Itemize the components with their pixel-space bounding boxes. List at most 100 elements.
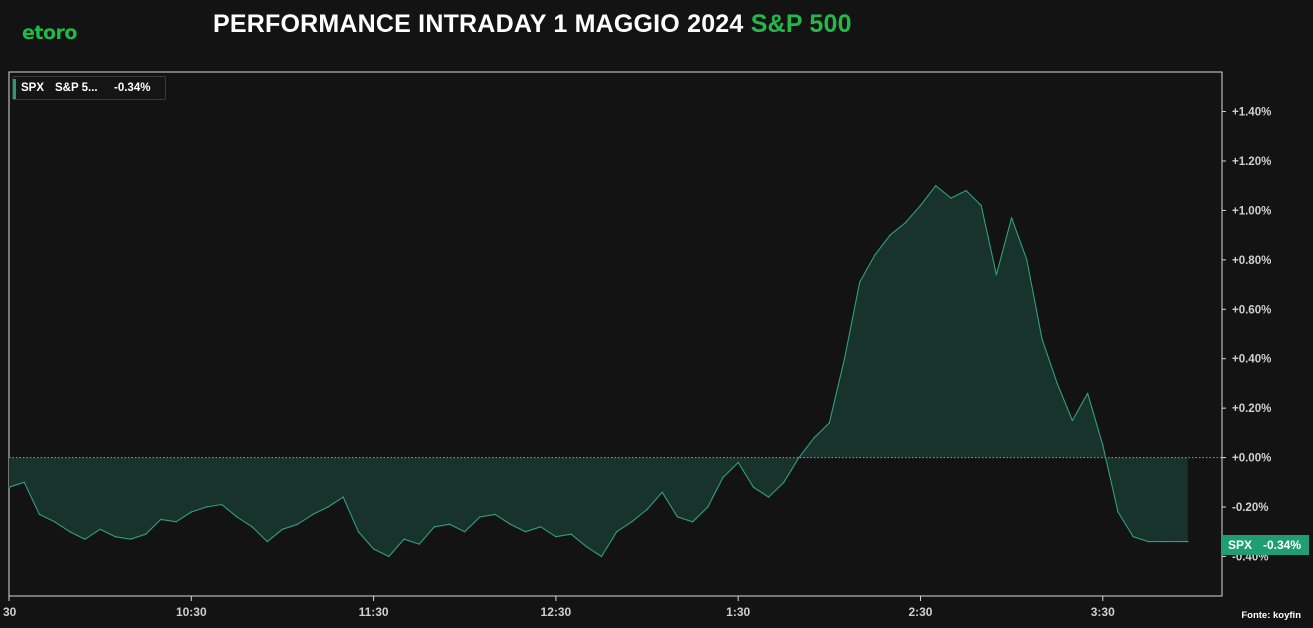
data-point-10:15 (145, 533, 147, 535)
data-point-12:45 (600, 555, 603, 558)
y-tick-label: +1.20% (1232, 156, 1271, 168)
data-point-10:35 (205, 506, 208, 508)
data-point-12:05 (479, 516, 481, 518)
data-point-14:50 (980, 204, 982, 207)
data-point-13:25 (722, 476, 724, 479)
data-point-10:20 (160, 518, 162, 521)
data-point-15:15 (1056, 382, 1058, 385)
title-highlight: S&P 500 (750, 10, 852, 38)
data-point-12:40 (585, 545, 587, 548)
data-point-12:15 (509, 523, 511, 525)
data-point-15:40 (1132, 536, 1134, 538)
data-point-11:15 (327, 506, 329, 508)
data-point-14:35 (935, 185, 937, 187)
data-point-12:55 (631, 521, 633, 523)
data-point-11:10 (312, 513, 314, 516)
data-point-11:50 (433, 526, 436, 528)
etoro-logo: etoro (22, 22, 77, 44)
legend-change: -0.34% (114, 82, 151, 94)
data-point-14:45 (965, 189, 967, 192)
data-point-14:40 (950, 197, 952, 199)
x-tick-label: 3:30 (1091, 605, 1115, 619)
y-tick-label: +1.00% (1232, 205, 1271, 217)
data-point-09:35 (23, 481, 25, 483)
data-point-15:55 (1178, 540, 1180, 543)
data-point-10:05 (114, 536, 117, 538)
data-point-10:55 (266, 540, 268, 543)
data-point-14:15 (874, 254, 876, 256)
data-point-11:30 (372, 548, 375, 550)
data-point-15:50 (1162, 540, 1165, 543)
data-point-10:10 (129, 538, 132, 540)
y-tick-label: +0.00% (1232, 453, 1271, 465)
data-point-14:55 (995, 274, 998, 276)
plot-frame (8, 71, 1223, 597)
data-point-10:30 (190, 511, 192, 513)
badge-ticker: SPX (1228, 538, 1253, 552)
data-point-09:50 (69, 531, 71, 533)
data-point-13:10 (676, 516, 679, 518)
data-point-11:40 (403, 538, 405, 540)
data-point-13:30 (737, 461, 739, 464)
y-tick-label: -0.20% (1232, 502, 1268, 514)
legend-color-bar (13, 79, 16, 99)
data-point-15:00 (1010, 217, 1013, 219)
x-tick-label: 2:30 (908, 605, 932, 619)
data-point-09:40 (38, 513, 41, 516)
data-point-13:40 (767, 496, 770, 498)
data-point-14:05 (843, 358, 846, 360)
data-point-13:55 (813, 437, 815, 439)
logo-text: etoro (22, 22, 77, 44)
data-point-15:25 (1086, 392, 1089, 394)
y-tick-label: +0.20% (1232, 403, 1271, 415)
data-point-11:45 (418, 543, 420, 545)
y-axis: -0.40%-0.20%+0.00%+0.20%+0.40%+0.60%+0.8… (1222, 107, 1271, 563)
data-point-12:20 (524, 531, 527, 533)
data-point-13:15 (691, 521, 694, 523)
data-point-10:50 (251, 526, 253, 528)
data-point-15:45 (1147, 540, 1150, 543)
x-tick-label: 30 (3, 605, 17, 619)
data-point-12:25 (540, 526, 542, 528)
data-point-15:20 (1071, 419, 1074, 422)
data-point-12:00 (464, 531, 466, 533)
legend-name: S&P 5... (55, 82, 98, 94)
data-point-10:45 (236, 516, 238, 518)
data-point-14:10 (859, 281, 861, 283)
data-point-14:30 (919, 204, 922, 207)
data-point-12:35 (570, 533, 572, 535)
data-point-12:50 (616, 531, 618, 533)
page-title: PERFORMANCE INTRADAY 1 MAGGIO 2024 S&P 5… (213, 10, 852, 39)
x-tick-label: 10:30 (176, 605, 207, 619)
y-tick-label: +0.40% (1232, 354, 1271, 366)
data-point-09:55 (84, 538, 86, 540)
title-main: PERFORMANCE INTRADAY 1 MAGGIO 2024 (213, 10, 744, 38)
source-note: Fonte: koyfin (1241, 610, 1301, 621)
data-point-13:50 (798, 456, 800, 459)
data-point-12:10 (494, 513, 496, 516)
data-point-09:45 (53, 521, 56, 523)
data-point-14:00 (828, 422, 830, 424)
data-point-13:00 (646, 508, 648, 511)
legend-ticker: SPX (21, 82, 45, 94)
y-tick-label: +0.80% (1232, 255, 1271, 267)
data-point-11:00 (281, 528, 284, 530)
x-tick-label: 12:30 (541, 605, 572, 619)
data-point-14:20 (889, 234, 891, 236)
data-point-13:20 (707, 506, 709, 508)
data-point-13:35 (752, 486, 755, 488)
data-point-15:30 (1102, 444, 1104, 446)
x-tick-label: 1:30 (726, 605, 750, 619)
data-point-11:35 (388, 555, 390, 558)
data-point-15:35 (1117, 511, 1119, 513)
y-tick-label: +1.40% (1232, 107, 1271, 119)
data-point-15:58 (1187, 540, 1189, 543)
last-value-badge: SPX -0.34% (1222, 535, 1309, 555)
data-point-09:30 (8, 486, 10, 488)
data-point-11:20 (342, 496, 344, 498)
data-point-11:55 (448, 523, 451, 525)
data-point-13:05 (661, 491, 663, 493)
data-point-15:05 (1026, 259, 1028, 261)
series-legend: SPX S&P 5... -0.34% (12, 76, 166, 100)
